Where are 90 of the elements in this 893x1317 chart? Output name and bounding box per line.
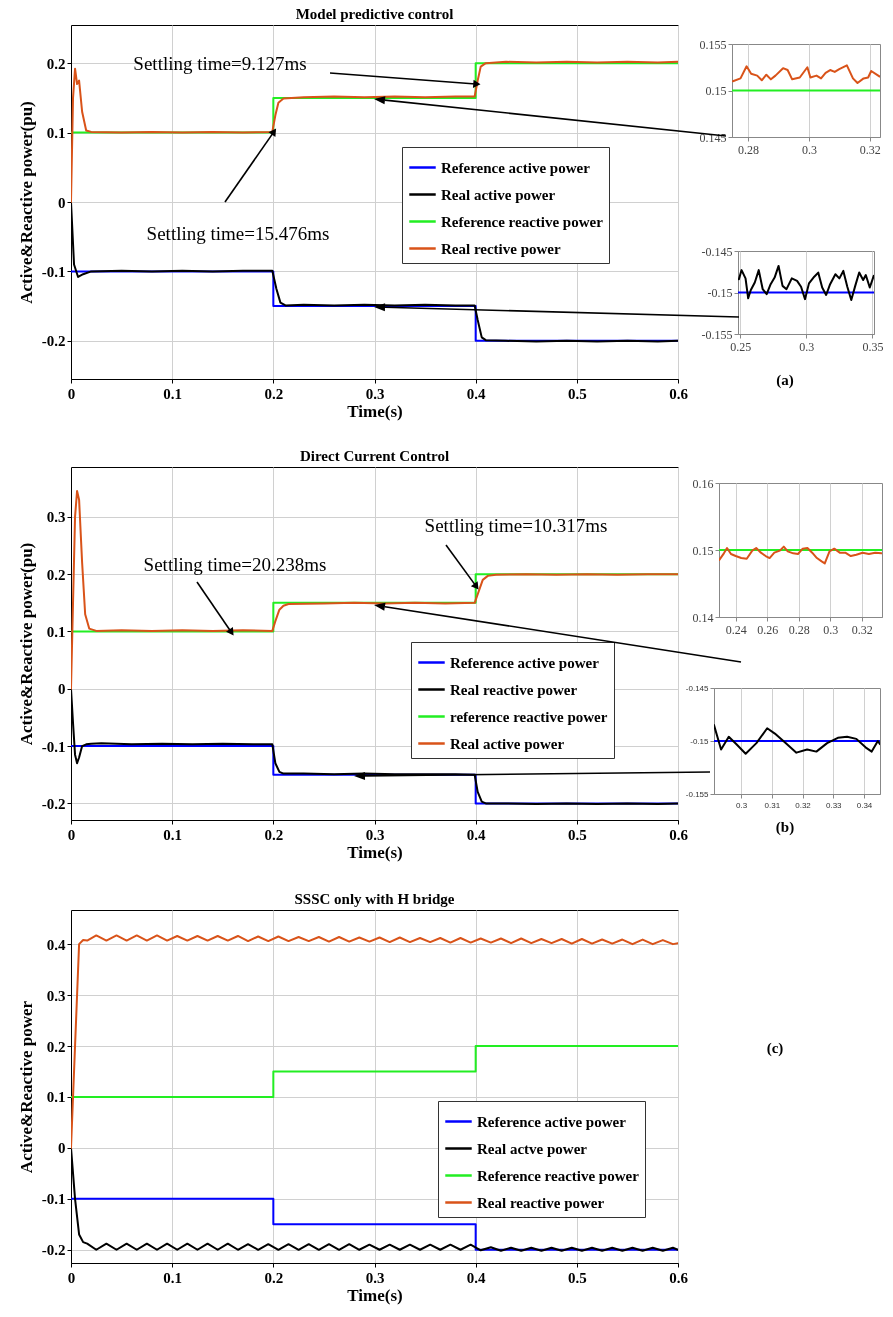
y-tick-label: 0.3 [46, 509, 66, 526]
x-tick-label: 0.34 [856, 800, 873, 810]
y-tick-label: -0.1 [41, 263, 66, 280]
legend-label: Real active power [450, 735, 565, 752]
x-tick-label: 0.33 [825, 800, 843, 810]
x-tick-label: 0.1 [163, 1269, 183, 1286]
y-axis-title: Active&Reactive power [16, 1000, 36, 1174]
x-tick-label: 0.6 [669, 826, 689, 843]
chart-title: Model predictive control [295, 6, 454, 22]
y-tick-label: -0.1 [41, 738, 66, 755]
x-tick-label: 0.3 [365, 385, 385, 402]
x-tick-label: 0.35 [862, 339, 884, 354]
x-tick-label: 0.26 [757, 622, 779, 637]
y-axis-title: Active&Reactive power(pu) [16, 101, 36, 304]
y-tick-label: 0.4 [46, 936, 66, 953]
x-tick-label: 0.6 [669, 1269, 689, 1286]
x-tick-label: 0.2 [264, 385, 284, 402]
text: (c) [766, 1039, 784, 1057]
y-tick-label: 0.1 [46, 125, 66, 142]
x-tick-label: 0.3 [799, 339, 815, 354]
y-tick-label: 0.3 [46, 987, 66, 1004]
y-tick-label: 0 [58, 1140, 66, 1157]
y-tick-label: 0.15 [705, 84, 727, 98]
text: (b) [775, 818, 795, 836]
annotation: Settling time=10.317ms [424, 515, 608, 536]
y-tick-label: -0.145 [701, 244, 733, 259]
x-tick-label: 0.3 [365, 1269, 385, 1286]
legend-label: Real actve power [477, 1140, 588, 1157]
x-tick-label: 0.3 [801, 142, 817, 157]
x-tick-label: 0.3 [735, 800, 748, 810]
y-tick-label: -0.155 [685, 789, 710, 799]
y-tick-label: 0.14 [692, 610, 714, 625]
legend-label: Reference active power [450, 654, 600, 671]
chart-title: Direct Current Control [299, 448, 450, 464]
x-tick-label: 0.25 [730, 339, 752, 354]
x-tick-label: 0.4 [466, 1269, 487, 1286]
x-tick-label: 0.6 [669, 385, 689, 402]
y-tick-label: -0.2 [41, 333, 66, 350]
legend-label: reference reactive power [450, 708, 608, 725]
chart-title: SSSC only with H bridge [294, 891, 455, 907]
x-axis-title: Time(s) [347, 842, 403, 862]
x-tick-label: 0.5 [567, 1269, 587, 1286]
legend-label: Real rective power [441, 240, 562, 257]
y-tick-label: -0.145 [685, 683, 710, 693]
y-tick-label: -0.2 [41, 795, 66, 812]
x-tick-label: 0.3 [365, 826, 385, 843]
legend-label: Reference active power [477, 1113, 627, 1130]
y-tick-label: 0.2 [46, 55, 66, 72]
y-tick-label: 0.155 [699, 37, 727, 52]
x-axis-title: Time(s) [347, 401, 403, 421]
y-tick-label: 0 [58, 194, 66, 211]
legend-label: Reference reactive power [441, 213, 604, 230]
y-tick-label: 0.2 [46, 566, 66, 583]
y-tick-label: 0.15 [692, 543, 714, 558]
x-tick-label: 0.1 [163, 826, 183, 843]
y-tick-label: 0.1 [46, 1089, 66, 1106]
x-tick-label: 0.32 [859, 142, 881, 157]
x-tick-label: 0.28 [788, 622, 810, 637]
x-tick-label: 0.32 [795, 800, 812, 810]
x-tick-label: 0.24 [725, 622, 747, 637]
x-tick-label: 0.5 [567, 826, 587, 843]
text: (a) [776, 371, 794, 389]
legend-label: Real reactive power [450, 681, 578, 698]
x-tick-label: 0.1 [163, 385, 183, 402]
x-tick-label: 0.28 [738, 142, 760, 157]
legend-label: Reference reactive power [477, 1167, 640, 1184]
legend-label: Real reactive power [477, 1194, 605, 1211]
legend-label: Reference active power [441, 159, 591, 176]
y-tick-label: -0.15 [707, 286, 733, 300]
annotation: Settling time=9.127ms [133, 53, 307, 74]
x-tick-label: 0.4 [466, 826, 487, 843]
x-tick-label: 0.2 [264, 826, 284, 843]
x-tick-label: 0.5 [567, 385, 587, 402]
x-axis-title: Time(s) [347, 1285, 403, 1305]
y-tick-label: -0.1 [41, 1191, 66, 1208]
y-tick-label: -0.2 [41, 1242, 66, 1259]
x-tick-label: 0.3 [823, 622, 839, 637]
y-tick-label: -0.155 [701, 327, 733, 342]
x-tick-label: 0.4 [466, 385, 487, 402]
annotation: Settling time=15.476ms [146, 223, 330, 244]
x-tick-label: 0.31 [764, 800, 781, 810]
x-tick-label: 0.2 [264, 1269, 284, 1286]
y-tick-label: 0 [58, 681, 66, 698]
y-tick-label: -0.15 [690, 736, 710, 746]
x-tick-label: 0.32 [851, 622, 873, 637]
annotation: Settling time=20.238ms [143, 554, 327, 575]
legend-label: Real active power [441, 186, 556, 203]
y-tick-label: 0.2 [46, 1038, 66, 1055]
y-axis-title: Active&Reactive power(pu) [16, 542, 36, 746]
y-tick-label: 0.16 [692, 476, 714, 491]
